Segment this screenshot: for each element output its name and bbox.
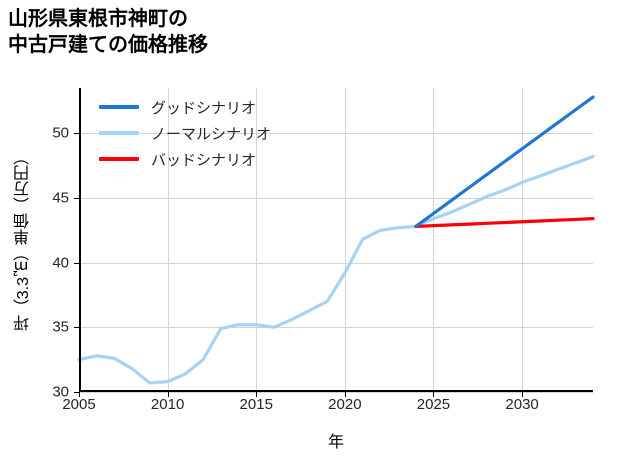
x-gridline — [256, 88, 258, 392]
y-axis-title-text: 坪（3.3㎡）単価（万円） — [15, 148, 32, 332]
x-tick-label: 2015 — [239, 396, 273, 413]
y-tick-label: 50 — [52, 124, 69, 142]
x-gridline — [433, 88, 435, 392]
x-gridline — [344, 88, 346, 392]
y-tick-label: 40 — [52, 254, 69, 272]
chart-legend: グッドシナリオ ノーマルシナリオ バッドシナリオ — [93, 92, 277, 174]
page-title: 山形県東根市神町の 中古戸建ての価格推移 — [8, 8, 208, 57]
x-tick-mark — [344, 392, 346, 397]
y-tick-mark — [74, 197, 79, 199]
x-tick-mark — [433, 392, 435, 397]
x-gridline — [522, 88, 524, 392]
legend-item[interactable]: ノーマルシナリオ — [99, 120, 271, 146]
plot-frame — [79, 88, 593, 392]
legend-item[interactable]: バッドシナリオ — [99, 146, 271, 172]
legend-swatch-icon — [99, 105, 139, 109]
x-axis-title: 年 — [327, 434, 344, 451]
x-tick-mark — [522, 392, 524, 397]
x-tick-label: 2010 — [150, 396, 185, 413]
legend-swatch-icon — [99, 131, 139, 135]
legend-item[interactable]: グッドシナリオ — [99, 94, 271, 120]
y-gridline — [79, 197, 593, 199]
series-line — [414, 217, 595, 229]
series-line — [77, 154, 595, 385]
x-tick-label: 2020 — [328, 396, 362, 413]
y-tick-mark — [74, 262, 79, 264]
series-layer — [77, 95, 595, 385]
x-tick-label: 2030 — [505, 396, 539, 413]
y-gridline — [79, 133, 593, 135]
x-tick-mark — [256, 392, 258, 397]
y-tick-label: 35 — [52, 318, 69, 336]
y-tick-mark — [74, 133, 79, 135]
y-tick-mark — [74, 327, 79, 329]
legend-swatch-icon — [99, 157, 139, 161]
series-line — [414, 95, 595, 229]
y-gridline — [79, 262, 593, 264]
y-gridline — [79, 327, 593, 329]
x-tick-mark — [79, 392, 80, 397]
legend-item-label: ノーマルシナリオ — [151, 125, 272, 143]
y-tick-label: 45 — [52, 189, 69, 207]
legend-item-label: バッドシナリオ — [151, 151, 257, 169]
y-tick-label: 30 — [52, 383, 69, 401]
x-gridline — [167, 88, 169, 392]
x-tick-label: 2025 — [416, 396, 451, 413]
y-gridline — [79, 392, 593, 393]
legend-item-label: グッドシナリオ — [151, 99, 257, 117]
x-tick-mark — [167, 392, 169, 397]
x-tick-label: 2005 — [62, 396, 96, 413]
plot-area: 30 35 40 45 50 2005 2010 2015 2020 2025 2030 — [52, 88, 595, 413]
y-tick-mark — [74, 392, 79, 393]
